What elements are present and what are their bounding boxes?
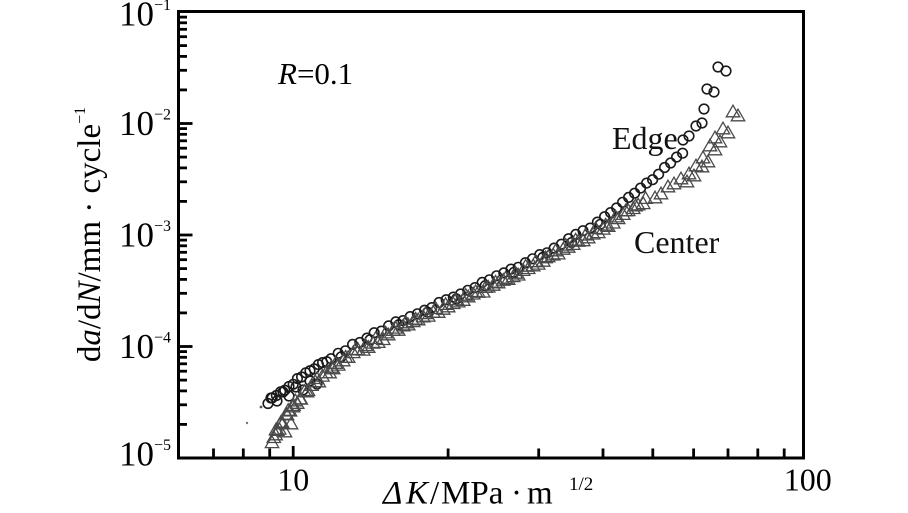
svg-text:100: 100 [784,462,832,498]
svg-text:Edge: Edge [612,120,678,156]
svg-text:10−2: 10−2 [119,104,171,143]
svg-text:10: 10 [277,462,309,498]
svg-text:da/dN/mm · cycle−1: da/dN/mm · cycle−1 [72,107,108,362]
svg-text:ΔK/MPa·m1/2: Δ K/MPa · m 1/2 [381,474,593,508]
svg-text:R=0.1: R=0.1 [277,56,353,91]
svg-text:Center: Center [634,224,720,260]
